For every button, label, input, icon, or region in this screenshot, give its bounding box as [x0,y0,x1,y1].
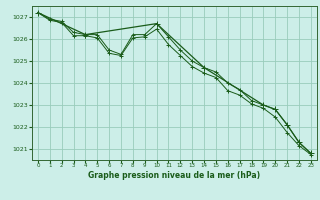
X-axis label: Graphe pression niveau de la mer (hPa): Graphe pression niveau de la mer (hPa) [88,171,260,180]
